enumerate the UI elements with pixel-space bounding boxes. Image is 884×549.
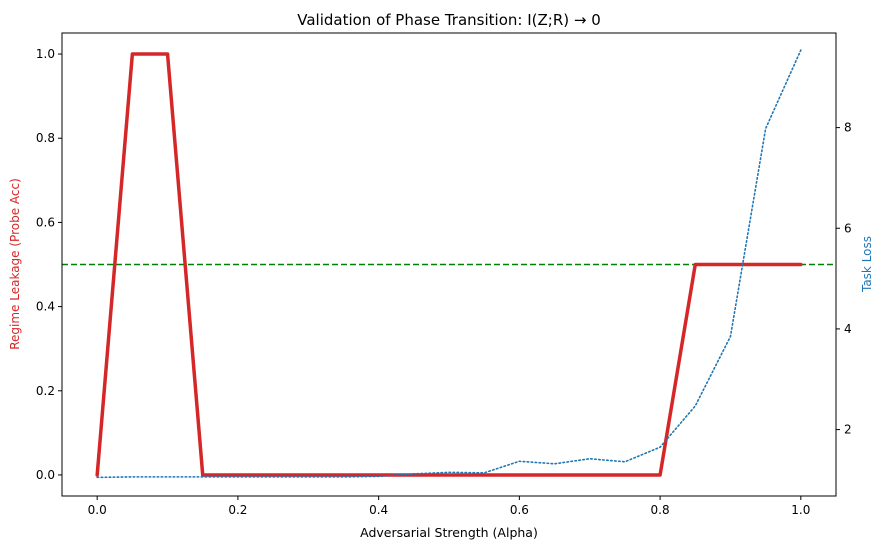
right-axis-ticks: 2 4 6 8 bbox=[836, 121, 852, 437]
loss-series-line bbox=[96, 49, 802, 479]
x-tick-label: 0.6 bbox=[510, 503, 529, 517]
left-tick-label: 0.4 bbox=[36, 300, 55, 314]
left-tick-label: 0.6 bbox=[36, 215, 55, 229]
x-tick-label: 1.0 bbox=[791, 503, 810, 517]
left-tick-label: 0.8 bbox=[36, 131, 55, 145]
left-axis-ticks: 0.0 0.2 0.4 0.6 0.8 1.0 bbox=[36, 47, 62, 482]
x-tick-label: 0.0 bbox=[88, 503, 107, 517]
left-axis-label: Regime Leakage (Probe Acc) bbox=[8, 178, 22, 350]
left-tick-label: 0.2 bbox=[36, 384, 55, 398]
right-tick-label: 2 bbox=[844, 423, 852, 437]
plot-lines bbox=[62, 49, 836, 479]
right-axis-label: Task Loss bbox=[860, 236, 874, 293]
right-tick-label: 6 bbox=[844, 221, 852, 235]
x-axis-label: Adversarial Strength (Alpha) bbox=[360, 525, 538, 540]
left-tick-label: 0.0 bbox=[36, 468, 55, 482]
chart-title: Validation of Phase Transition: I(Z;R) →… bbox=[297, 11, 601, 29]
leakage-series-line bbox=[95, 52, 803, 477]
x-tick-label: 0.4 bbox=[369, 503, 388, 517]
x-axis-ticks: 0.0 0.2 0.4 0.6 0.8 1.0 bbox=[88, 496, 810, 517]
plot-frame bbox=[61, 32, 837, 497]
x-tick-label: 0.2 bbox=[228, 503, 247, 517]
right-tick-label: 4 bbox=[844, 322, 852, 336]
left-tick-label: 1.0 bbox=[36, 47, 55, 61]
x-tick-label: 0.8 bbox=[651, 503, 670, 517]
right-tick-label: 8 bbox=[844, 121, 852, 135]
